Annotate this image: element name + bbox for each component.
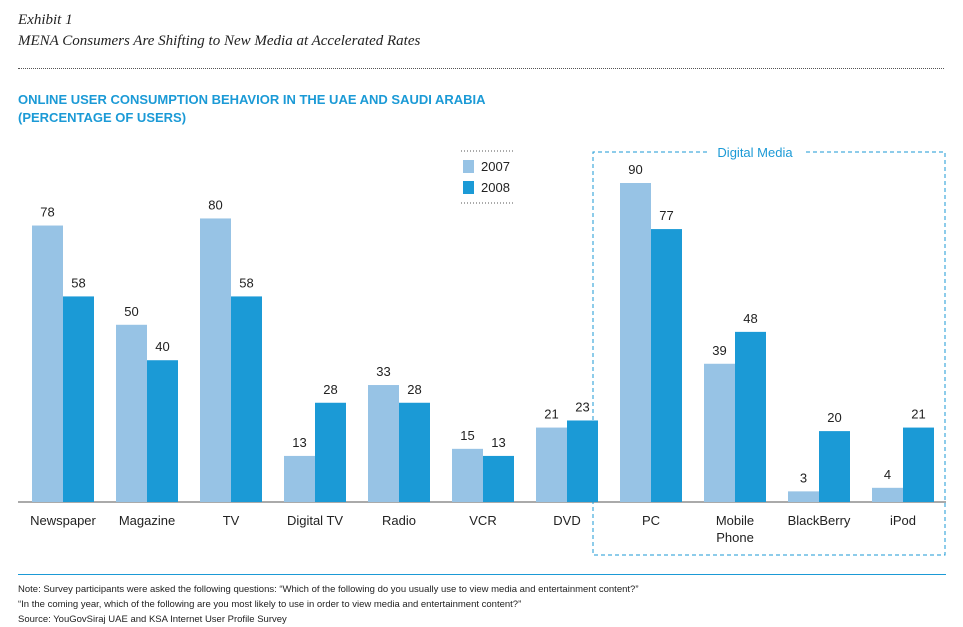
data-label-2007-1: 50 [124, 304, 138, 319]
category-label-9: BlackBerry [788, 513, 851, 528]
bar-2008-7 [651, 229, 682, 503]
bar-2007-7 [620, 183, 651, 502]
data-label-2007-4: 33 [376, 364, 390, 379]
note-line-1: Note: Survey participants were asked the… [18, 584, 639, 595]
chart-title: ONLINE USER CONSUMPTION BEHAVIOR IN THE … [18, 92, 486, 107]
data-label-2007-6: 21 [544, 407, 558, 422]
legend: 2007 2008 [461, 150, 515, 204]
category-label-line: BlackBerry [788, 513, 851, 528]
category-label-6: DVD [553, 513, 580, 528]
category-label-0: Newspaper [30, 513, 96, 528]
category-label-4: Radio [382, 513, 416, 528]
exhibit-subtitle: MENA Consumers Are Shifting to New Media… [18, 33, 421, 49]
data-label-2007-0: 78 [40, 205, 54, 220]
category-label-line: TV [223, 513, 240, 528]
category-label-line: Newspaper [30, 513, 96, 528]
category-label-1: Magazine [119, 513, 175, 528]
category-label-7: PC [642, 513, 660, 528]
digital-media-box [592, 151, 946, 556]
exhibit-label: Exhibit 1 [18, 12, 73, 28]
bar-2008-1 [147, 360, 178, 502]
bar-2007-8 [704, 363, 735, 502]
data-label-2008-8: 48 [743, 311, 757, 326]
category-label-3: Digital TV [287, 513, 343, 528]
bar-2007-5 [452, 448, 483, 502]
footnote: Note: Survey participants were asked the… [18, 582, 638, 627]
data-label-2008-7: 77 [659, 208, 673, 223]
bar-2007-0 [32, 225, 63, 503]
category-label-line: Magazine [119, 513, 175, 528]
bar-2008-5 [483, 455, 514, 502]
category-label-8: Mobile Phone [716, 513, 754, 545]
top-divider [18, 68, 944, 69]
bar-2007-3 [284, 455, 315, 502]
data-label-2008-6: 23 [575, 399, 589, 414]
category-label-line: PC [642, 513, 660, 528]
bar-2007-1 [116, 324, 147, 502]
bar-2008-9 [819, 431, 850, 502]
data-label-2007-5: 15 [460, 428, 474, 443]
data-label-2008-2: 58 [239, 275, 253, 290]
data-label-2007-2: 80 [208, 197, 222, 212]
data-label-2008-5: 13 [491, 435, 505, 450]
note-line-2: “In the coming year, which of the follow… [18, 599, 522, 610]
data-label-2008-10: 21 [911, 407, 925, 422]
bar-2007-4 [368, 385, 399, 502]
source-line: Source: YouGovSiraj UAE and KSA Internet… [18, 614, 287, 625]
data-label-2007-9: 3 [800, 470, 807, 485]
category-label-line: Phone [716, 530, 754, 545]
category-label-line: VCR [469, 513, 496, 528]
bottom-divider [18, 574, 946, 575]
legend-swatch-2008 [463, 181, 474, 194]
category-label-line: Radio [382, 513, 416, 528]
category-label-2: TV [223, 513, 240, 528]
bar-2008-10 [903, 427, 934, 502]
digital-media-label: Digital Media [717, 145, 793, 160]
data-label-2007-8: 39 [712, 343, 726, 358]
bar-2008-8 [735, 331, 766, 502]
category-label-10: iPod [890, 513, 916, 528]
bar-2007-9 [788, 491, 819, 502]
data-label-2008-4: 28 [407, 382, 421, 397]
chart-title-block: ONLINE USER CONSUMPTION BEHAVIOR IN THE … [18, 91, 486, 127]
legend-label-2007: 2007 [481, 159, 510, 174]
bar-2008-2 [231, 296, 262, 502]
data-label-2007-3: 13 [292, 435, 306, 450]
data-label-2008-9: 20 [827, 410, 841, 425]
category-label-5: VCR [469, 513, 496, 528]
data-label-2007-7: 90 [628, 162, 642, 177]
category-label-line: Mobile [716, 513, 754, 528]
data-label-2008-1: 40 [155, 339, 169, 354]
bar-2007-2 [200, 218, 231, 502]
data-label-2008-3: 28 [323, 382, 337, 397]
data-label-2007-10: 4 [884, 467, 891, 482]
chart-unit: (PERCENTAGE OF USERS) [18, 110, 187, 125]
bar-2007-10 [872, 487, 903, 502]
bar-2007-6 [536, 427, 567, 502]
category-label-line: Digital TV [287, 513, 343, 528]
legend-label-2008: 2008 [481, 180, 510, 195]
legend-swatch-2007 [463, 160, 474, 173]
data-label-2008-0: 58 [71, 275, 85, 290]
bar-2008-4 [399, 402, 430, 502]
category-label-line: iPod [890, 513, 916, 528]
bar-2008-3 [315, 402, 346, 502]
category-label-line: DVD [553, 513, 580, 528]
bar-2008-0 [63, 296, 94, 502]
